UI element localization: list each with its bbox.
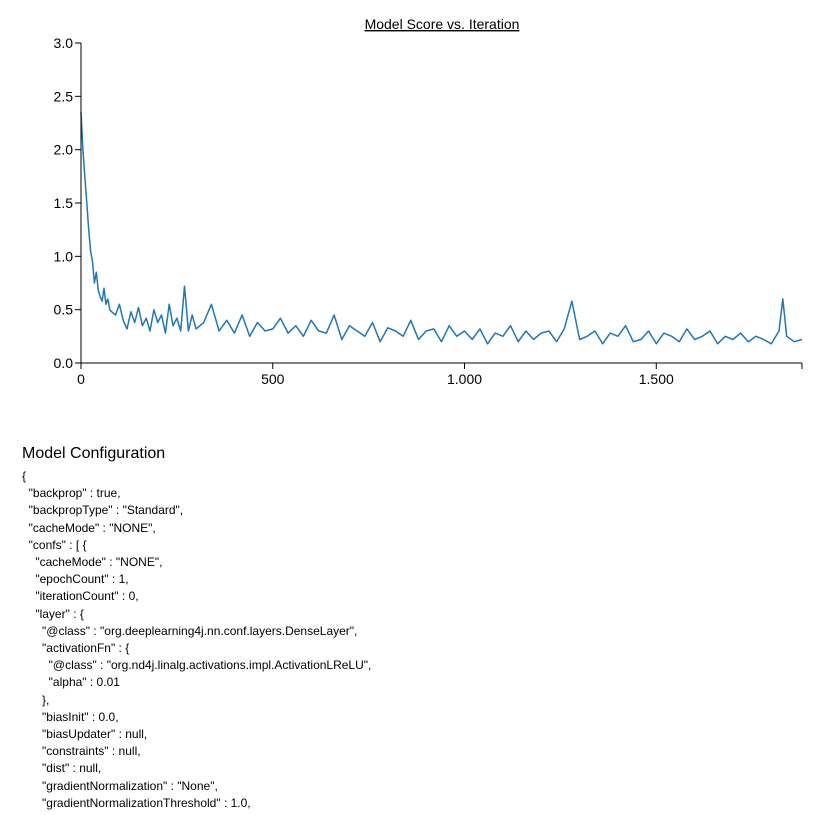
config-line: "alpha" : 0.01 xyxy=(22,675,120,690)
config-line: "layer" : { xyxy=(22,606,84,621)
score-chart: Model Score vs. Iteration 0.0 0.5 1.0 1.5 2.… xyxy=(0,0,832,400)
score-series-line xyxy=(80,112,803,345)
score-chart-svg: Model Score vs. Iteration 0.0 0.5 1.0 1.5 2.… xyxy=(54,16,803,387)
y-tick-label: 3.0 xyxy=(54,35,74,51)
y-tick-label: 1.5 xyxy=(54,195,74,211)
config-line: { xyxy=(22,469,27,483)
series-layer xyxy=(80,112,803,345)
config-json: { "backprop" : true, "backpropType" : "S… xyxy=(22,468,822,812)
y-tick-label: 2.0 xyxy=(54,142,74,158)
config-line: "gradientNormalization" : "None", xyxy=(22,778,218,793)
config-line: "biasUpdater" : null, xyxy=(22,727,148,742)
y-tick-label: 2.5 xyxy=(54,88,74,104)
config-line: }, xyxy=(22,692,50,707)
config-line: "dist" : null, xyxy=(22,761,102,776)
config-line: "@class" : "org.deeplearning4j.nn.conf.l… xyxy=(22,623,358,638)
config-line: "constraints" : null, xyxy=(22,744,141,759)
config-line: "epochCount" : 1, xyxy=(22,572,129,587)
config-line: "gradientNormalizationThreshold" : 1.0, xyxy=(22,795,251,810)
config-line: "activationFn" : { xyxy=(22,641,130,656)
y-tick-label: 1.0 xyxy=(54,248,74,264)
config-line: "backpropType" : "Standard", xyxy=(22,503,184,518)
y-tick-label: 0.0 xyxy=(54,355,74,371)
x-tick-label: 1.500 xyxy=(639,371,674,387)
config-heading: Model Configuration xyxy=(22,445,166,462)
config-line: "iterationCount" : 0, xyxy=(22,589,139,604)
x-tick-label: 1.000 xyxy=(447,371,482,387)
y-tick-label: 0.5 xyxy=(54,302,74,318)
config-line: "@class" : "org.nd4j.linalg.activations.… xyxy=(22,658,372,673)
config-line: "cacheMode" : "NONE", xyxy=(22,555,163,570)
chart-title: Model Score vs. Iteration xyxy=(365,16,520,32)
model-configuration-section: Model Configuration { "backprop" : true,… xyxy=(22,444,822,812)
x-tick-label: 500 xyxy=(261,371,285,387)
config-line: "confs" : [ { xyxy=(22,537,87,552)
config-line: "backprop" : true, xyxy=(22,486,121,501)
config-line: "biasInit" : 0.0, xyxy=(22,709,119,724)
config-line: "cacheMode" : "NONE", xyxy=(22,520,156,535)
x-tick-label: 0 xyxy=(77,371,85,387)
axis-layer: 0.0 0.5 1.0 1.5 2.0 2.5 3.0 0 500 1.000 1.500 xyxy=(54,35,803,387)
